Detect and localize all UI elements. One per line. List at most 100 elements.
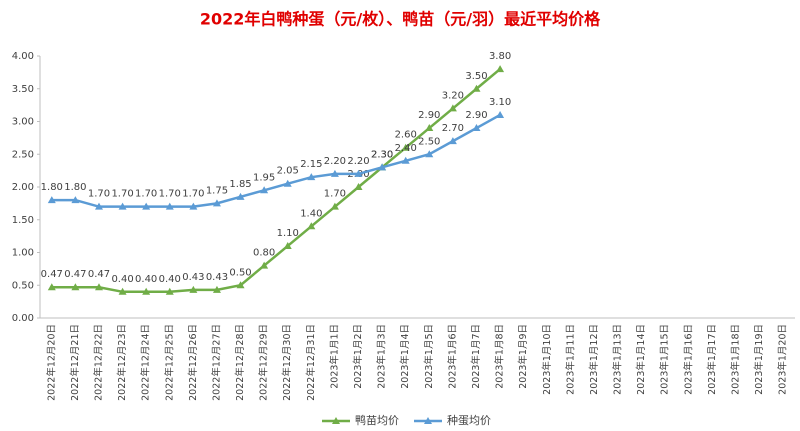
point-marker xyxy=(425,150,434,158)
x-tick-label: 2023年1月1日 xyxy=(328,324,340,389)
legend-marker xyxy=(424,417,432,424)
point-marker xyxy=(354,169,363,177)
y-tick-label: 1.00 xyxy=(12,248,34,259)
x-tick-label: 2022年12月31日 xyxy=(305,324,317,401)
x-tick-label: 2023年1月3日 xyxy=(376,324,388,389)
data-label: 1.70 xyxy=(111,189,133,200)
point-marker xyxy=(260,186,269,194)
point-marker xyxy=(165,287,174,295)
data-label: 1.80 xyxy=(64,182,86,193)
point-marker xyxy=(401,143,410,151)
data-label: 0.47 xyxy=(88,269,110,280)
data-label: 2.15 xyxy=(300,159,322,170)
data-label: 1.10 xyxy=(277,228,299,239)
data-label: 2.30 xyxy=(371,149,393,160)
point-marker xyxy=(307,173,316,181)
data-label: 0.43 xyxy=(206,272,228,283)
data-label: 2.30 xyxy=(371,149,393,160)
x-tick-label: 2022年12月30日 xyxy=(281,324,293,401)
x-tick-label: 2023年1月19日 xyxy=(753,324,765,395)
data-label: 0.43 xyxy=(182,272,204,283)
data-label: 1.70 xyxy=(88,189,110,200)
point-marker xyxy=(448,104,457,112)
x-tick-label: 2023年1月9日 xyxy=(517,324,529,389)
point-marker xyxy=(118,202,127,210)
y-tick-label: 3.00 xyxy=(12,117,34,128)
point-marker xyxy=(165,202,174,210)
y-tick-label: 4.00 xyxy=(12,51,34,62)
point-marker xyxy=(496,110,505,118)
x-tick-label: 2022年12月28日 xyxy=(234,324,246,401)
point-marker xyxy=(142,287,151,295)
point-marker xyxy=(283,179,292,187)
x-tick-label: 2022年12月22日 xyxy=(92,324,104,401)
x-tick-label: 2022年12月25日 xyxy=(163,324,175,401)
data-label: 2.90 xyxy=(418,110,440,121)
x-tick-label: 2023年1月16日 xyxy=(682,324,694,395)
x-tick-label: 2023年1月14日 xyxy=(635,324,647,395)
x-tick-label: 2023年1月13日 xyxy=(612,324,624,395)
point-marker xyxy=(236,281,245,289)
point-marker xyxy=(425,124,434,132)
x-tick-label: 2023年1月10日 xyxy=(541,324,553,395)
data-label: 2.70 xyxy=(442,123,464,134)
point-marker xyxy=(212,199,221,207)
point-marker xyxy=(189,285,198,293)
data-label: 0.47 xyxy=(41,269,63,280)
x-tick-label: 2023年1月20日 xyxy=(777,324,789,395)
data-label: 0.40 xyxy=(111,274,133,285)
point-marker xyxy=(142,202,151,210)
y-tick-label: 1.50 xyxy=(12,215,34,226)
data-label: 0.50 xyxy=(229,267,251,278)
data-label: 1.70 xyxy=(182,189,204,200)
point-marker xyxy=(47,283,56,291)
data-label: 2.90 xyxy=(465,110,487,121)
point-marker xyxy=(47,196,56,204)
data-label: 1.95 xyxy=(253,172,275,183)
x-tick-label: 2022年12月24日 xyxy=(140,324,152,401)
point-marker xyxy=(496,65,505,73)
y-tick-label: 0.50 xyxy=(12,280,34,291)
point-marker xyxy=(448,137,457,145)
x-tick-label: 2023年1月7日 xyxy=(470,324,482,389)
point-marker xyxy=(378,163,387,171)
y-tick-label: 2.50 xyxy=(12,149,34,160)
x-tick-label: 2023年1月6日 xyxy=(446,324,458,389)
y-tick-label: 0.00 xyxy=(12,313,34,324)
data-label: 2.20 xyxy=(324,156,346,167)
point-marker xyxy=(330,202,339,210)
x-tick-label: 2023年1月17日 xyxy=(706,324,718,395)
x-tick-label: 2023年1月11日 xyxy=(564,324,576,395)
x-tick-label: 2023年1月18日 xyxy=(730,324,742,395)
point-marker xyxy=(283,241,292,249)
point-marker xyxy=(71,283,80,291)
legend-marker xyxy=(332,417,340,424)
data-label: 2.50 xyxy=(418,136,440,147)
data-label: 1.70 xyxy=(324,189,346,200)
point-marker xyxy=(472,124,481,132)
x-tick-label: 2022年12月29日 xyxy=(258,324,270,401)
point-marker xyxy=(330,169,339,177)
data-label: 0.47 xyxy=(64,269,86,280)
y-tick-label: 2.00 xyxy=(12,182,34,193)
x-tick-label: 2022年12月26日 xyxy=(187,324,199,401)
point-marker xyxy=(260,261,269,269)
data-label: 2.60 xyxy=(395,130,417,141)
x-tick-label: 2023年1月5日 xyxy=(423,324,435,389)
data-label: 3.80 xyxy=(489,51,511,62)
x-tick-label: 2022年12月21日 xyxy=(69,324,81,401)
data-label: 1.75 xyxy=(206,185,228,196)
x-tick-label: 2023年1月8日 xyxy=(494,324,506,389)
point-marker xyxy=(118,287,127,295)
chart-title: 2022年白鸭种蛋（元/枚）、鸭苗（元/羽）最近平均价格 xyxy=(200,10,601,29)
legend-label: 种蛋均价 xyxy=(447,413,491,427)
data-label: 1.85 xyxy=(229,179,251,190)
point-marker xyxy=(94,283,103,291)
data-label: 2.40 xyxy=(395,143,417,154)
point-marker xyxy=(401,156,410,164)
series-line xyxy=(51,113,501,208)
point-marker xyxy=(236,192,245,200)
data-label: 1.40 xyxy=(300,208,322,219)
